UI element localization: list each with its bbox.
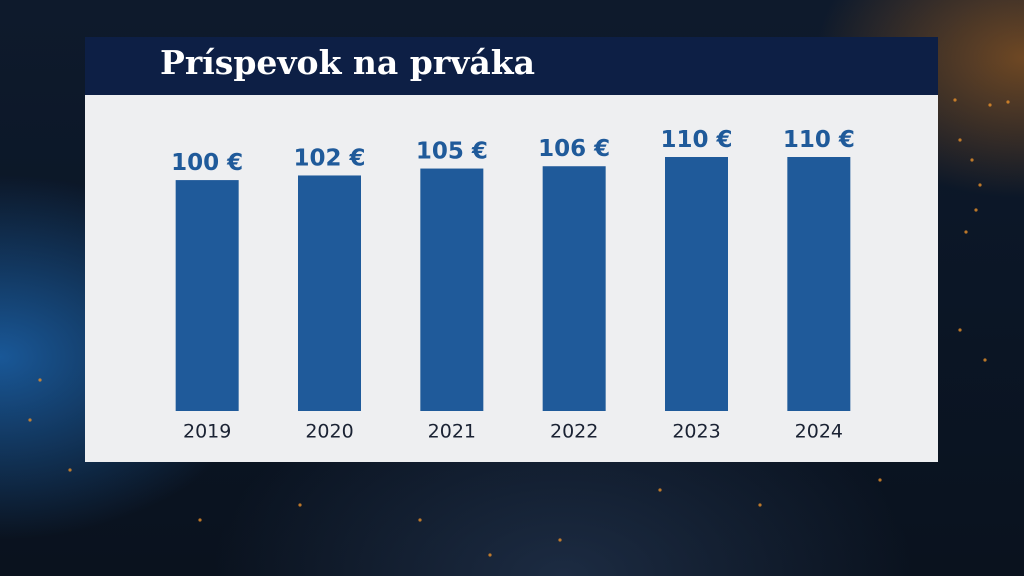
bar <box>420 168 484 411</box>
bar <box>542 166 606 411</box>
x-tick-label: 2020 <box>305 421 353 443</box>
value-label: 105 € <box>416 139 488 165</box>
value-label: 100 € <box>171 150 243 176</box>
bar <box>175 180 239 411</box>
x-tick-label: 2019 <box>183 421 231 443</box>
x-tick-label: 2024 <box>795 421 843 443</box>
value-label: 102 € <box>293 145 365 171</box>
value-label: 106 € <box>538 136 610 162</box>
bar <box>298 175 361 411</box>
bar <box>787 157 851 411</box>
x-tick-label: 2023 <box>672 421 720 443</box>
value-label: 110 € <box>783 127 855 153</box>
chart-title: Príspevok na prváka <box>160 43 535 82</box>
background-dots <box>28 98 1010 557</box>
x-tick-label: 2022 <box>550 421 598 443</box>
bar <box>665 157 728 411</box>
title-bar <box>85 37 938 95</box>
value-label: 110 € <box>660 127 732 153</box>
x-tick-label: 2021 <box>428 421 476 443</box>
